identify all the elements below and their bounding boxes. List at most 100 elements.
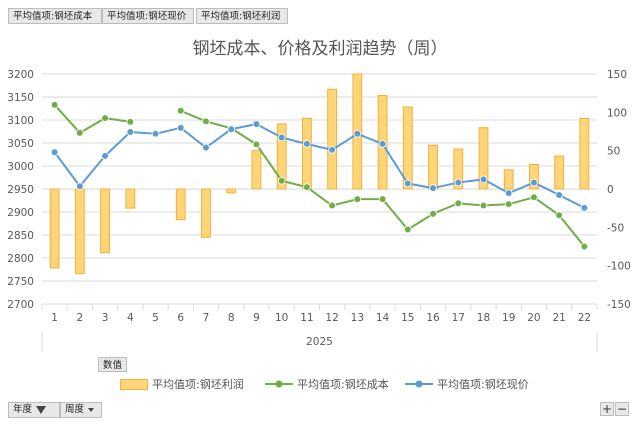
x-tick-label: 1 [51, 312, 58, 324]
bar-profit [276, 123, 287, 190]
point-cost [50, 101, 59, 109]
x-tick-label: 16 [426, 312, 440, 324]
bar-profit [453, 148, 464, 190]
y-left-tick-label: 3050 [7, 138, 34, 150]
y-right-tick-label: -100 [607, 261, 631, 273]
x-tick-label: 20 [527, 312, 540, 324]
point-cost [76, 129, 84, 137]
point-price [580, 204, 589, 212]
expand-button[interactable]: + [600, 402, 614, 416]
point-cost [303, 183, 311, 191]
year-field-button[interactable]: 年度 [8, 402, 60, 418]
bar-profit [201, 188, 211, 238]
point-price [126, 128, 135, 136]
point-price [202, 143, 210, 152]
legend-item-profit[interactable]: 平均值项:钢坯利润 [120, 376, 244, 392]
point-cost [202, 117, 210, 126]
bar-profit [100, 188, 110, 254]
point-price [176, 124, 185, 132]
point-cost [454, 199, 463, 208]
y-left-tick-label: 2850 [7, 230, 34, 242]
point-cost [328, 201, 336, 210]
x-tick-label: 21 [552, 312, 565, 324]
legend-label-cost: 平均值项:钢坯成本 [297, 378, 389, 391]
x-tick-label: 2 [76, 312, 83, 324]
y-left-tick-label: 3150 [7, 92, 34, 104]
field-button-cost[interactable]: 平均值项:钢坯成本 [8, 8, 102, 24]
bar-profit [49, 188, 60, 269]
point-cost [277, 176, 286, 185]
y-left-tick-label: 2750 [7, 276, 34, 288]
y-left-tick-label: 3100 [7, 115, 34, 127]
y-left-tick-label: 3000 [7, 161, 34, 173]
point-price [530, 178, 538, 187]
point-cost [378, 195, 387, 203]
x-tick-label: 13 [351, 312, 364, 324]
chevron-down-icon [88, 408, 95, 412]
point-cost [504, 200, 513, 208]
y-left-tick-label: 3200 [7, 69, 34, 81]
legend-swatch-cost [265, 380, 293, 388]
x-tick-label: 12 [325, 312, 338, 324]
point-price [403, 179, 412, 188]
chart-title: 钢坯成本、价格及利润趋势（周） [192, 39, 448, 59]
point-cost [580, 242, 589, 251]
point-price [504, 189, 513, 197]
x-tick-label: 4 [127, 312, 134, 324]
values-field-button[interactable]: 数值 [98, 357, 128, 372]
legend-item-price[interactable]: 平均值项:钢坯现价 [405, 376, 529, 392]
y-right-tick-label: 150 [607, 69, 627, 81]
y-left-tick-label: 2900 [7, 207, 34, 219]
point-price [328, 146, 336, 154]
y-right-tick-label: 0 [607, 184, 614, 196]
legend-swatch-price [405, 380, 433, 388]
point-price [101, 152, 109, 160]
y-left-tick-label: 2700 [7, 299, 34, 311]
point-price [555, 191, 563, 199]
point-cost [429, 210, 437, 218]
x-tick-label: 19 [502, 312, 515, 324]
x-tick-label: 15 [401, 312, 414, 324]
y-right-tick-label: -150 [607, 299, 631, 311]
week-field-button[interactable]: 周度 [60, 402, 102, 418]
point-price [454, 178, 463, 187]
legend-label-price: 平均值项:钢坯现价 [437, 378, 529, 391]
point-price [429, 184, 437, 192]
point-price [277, 133, 286, 142]
year-field-label: 年度 [13, 404, 33, 415]
collapse-button[interactable]: − [615, 402, 629, 416]
field-button-price[interactable]: 平均值项:钢坯现价 [102, 8, 194, 24]
point-price [303, 140, 311, 148]
point-cost [101, 114, 109, 122]
point-price [378, 140, 387, 148]
bar-profit [74, 188, 85, 274]
bar-profit [478, 127, 489, 190]
bar-profit [251, 150, 262, 190]
x-tick-label: 6 [177, 312, 184, 324]
x-group-label: 2025 [306, 336, 333, 348]
x-tick-label: 5 [152, 312, 159, 324]
bar-profit [301, 117, 312, 190]
series-line-price [53, 123, 585, 209]
series-line-cost [53, 104, 131, 134]
point-cost [252, 140, 261, 149]
x-tick-label: 17 [452, 312, 465, 324]
week-field-label: 周度 [65, 404, 85, 415]
y-left-tick-label: 2950 [7, 184, 34, 196]
point-cost [403, 225, 412, 234]
y-right-tick-label: -50 [607, 222, 624, 234]
point-cost [555, 211, 563, 220]
x-tick-label: 11 [300, 312, 313, 324]
legend-item-cost[interactable]: 平均值项:钢坯成本 [265, 376, 389, 392]
point-cost [126, 118, 135, 126]
point-price [252, 120, 261, 128]
field-button-profit[interactable]: 平均值项:钢坯利润 [196, 8, 288, 24]
x-tick-label: 18 [477, 312, 490, 324]
bar-profit [529, 163, 539, 190]
legend-label-profit: 平均值项:钢坯利润 [152, 378, 244, 391]
point-price [353, 130, 362, 138]
point-cost [176, 107, 185, 115]
x-tick-label: 7 [203, 312, 210, 324]
y-left-tick-label: 2800 [7, 253, 34, 265]
